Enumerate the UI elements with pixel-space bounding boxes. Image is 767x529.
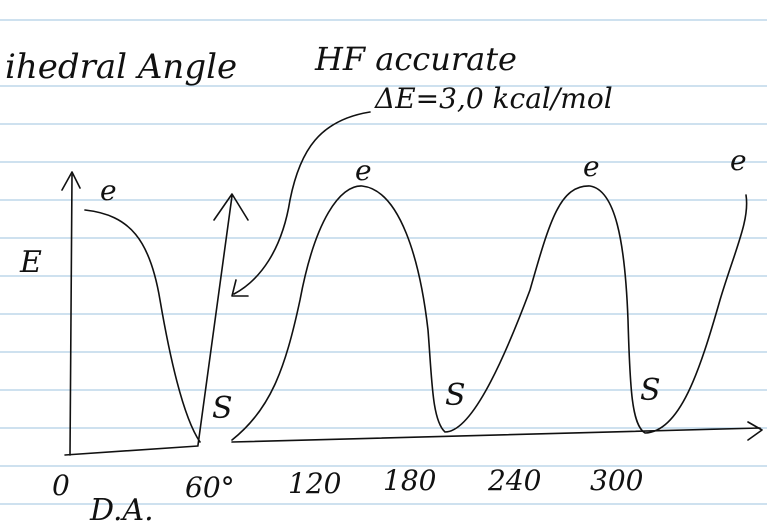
- axis-break-arrow: [197, 193, 249, 446]
- peak-label: e: [583, 150, 600, 183]
- energy-difference: ΔE=3,0 kcal/mol: [374, 82, 613, 115]
- sketch: [61, 111, 763, 456]
- peak-label: e: [355, 154, 372, 187]
- energy-curve-left: [84, 209, 201, 443]
- x-axis-right: [231, 421, 763, 443]
- tick-label: 60°: [185, 471, 235, 504]
- energy-curve: [231, 185, 748, 441]
- annotation-arrow: [231, 111, 371, 297]
- method: HF accurate: [314, 40, 517, 78]
- peak-label: e: [730, 144, 747, 177]
- minimum-label: S: [212, 391, 233, 426]
- tick-label: 300: [590, 464, 643, 497]
- minimum-label: S: [640, 373, 661, 408]
- ruled-lines: [0, 19, 767, 505]
- peak-label: e: [100, 174, 117, 207]
- x-axis-left: [64, 445, 199, 456]
- y-axis-label: E: [19, 245, 42, 280]
- tick-label: 0: [52, 469, 70, 502]
- title: ihedral Angle: [5, 47, 237, 87]
- minimum-label: S: [445, 378, 466, 413]
- tick-label: 180: [383, 464, 436, 497]
- tick-label: 120: [288, 467, 341, 500]
- y-axis: [61, 171, 81, 456]
- tick-label: 240: [487, 464, 541, 497]
- x-axis-label: D.A.: [89, 493, 154, 528]
